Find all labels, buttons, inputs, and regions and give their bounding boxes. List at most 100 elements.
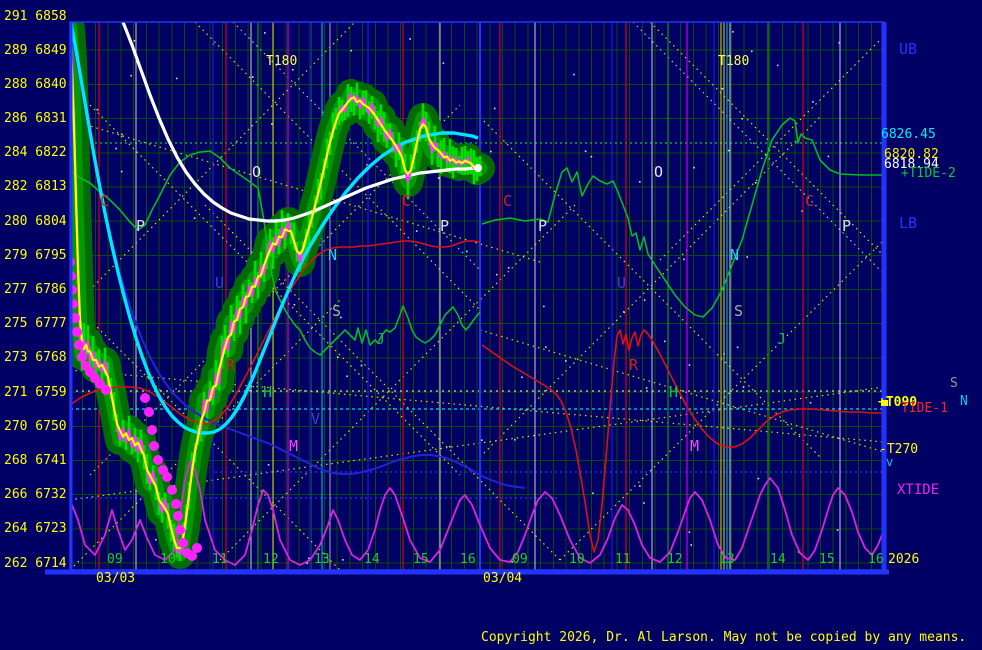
star-dot [96, 108, 99, 111]
chart-letter-C: C [805, 192, 814, 210]
star-dot [264, 32, 266, 34]
signal-dot [153, 455, 163, 465]
x-axis-hour-label: 11 [615, 552, 631, 567]
x-axis-hour-label: 12 [263, 552, 279, 567]
chart-letter-M: M [289, 437, 298, 455]
series-green-tide-day2 [481, 117, 884, 318]
star-dot [282, 60, 284, 63]
chart-letter-O: O [252, 163, 261, 181]
right-scale-label: LB [899, 214, 918, 232]
star-dot [836, 529, 839, 531]
signal-dot [192, 543, 202, 553]
x-axis-hour-label: 16 [868, 552, 884, 567]
right-scale-label: 2026 [888, 552, 920, 567]
right-scale-label: S [950, 376, 958, 391]
signal-dot [175, 525, 185, 535]
star-dot [193, 217, 196, 219]
star-dot [267, 464, 270, 466]
star-dot [663, 340, 666, 343]
x-axis-hour-label: 10 [160, 552, 176, 567]
star-dot [812, 101, 814, 103]
star-dot [693, 166, 695, 169]
star-dot [409, 38, 411, 40]
star-dot [511, 560, 513, 563]
right-scale-label: +TIDE-2 [901, 166, 956, 181]
right-scale-label: UB [899, 40, 918, 58]
right-scale-label: TIDE-1 [901, 401, 948, 416]
signal-dot [149, 441, 159, 451]
y-axis-label: 289 6849 [4, 43, 67, 58]
y-axis-label: 275 6777 [4, 316, 67, 331]
series-xtide-osc [70, 461, 884, 566]
star-dot [251, 76, 254, 78]
star-dot [449, 445, 451, 448]
chart-letter-P: P [136, 217, 145, 235]
y-axis-label: 280 6804 [4, 214, 67, 229]
star-dot [757, 477, 760, 480]
right-scale-label: 6820.82 [884, 147, 939, 162]
star-dot [732, 31, 734, 33]
star-dot [801, 210, 803, 212]
star-dot [643, 299, 646, 301]
star-dot [493, 107, 496, 110]
star-dot [350, 49, 352, 52]
star-dot [683, 258, 685, 261]
star-dot [480, 439, 483, 441]
star-dot [306, 562, 309, 565]
star-dot [809, 401, 812, 404]
star-dot [292, 68, 294, 71]
y-axis-label: 268 6741 [4, 453, 67, 468]
y-axis-label: 270 6750 [4, 419, 67, 434]
price-close-line [70, 27, 481, 556]
x-axis-hour-label: 12 [667, 552, 683, 567]
star-dot [543, 305, 545, 308]
chart-letter-C: C [503, 192, 512, 210]
star-dot [346, 375, 348, 378]
star-dot [688, 531, 691, 533]
series-blue-ma [70, 24, 526, 489]
star-dot [514, 438, 516, 441]
star-dot [130, 74, 132, 77]
right-scale-label: 6826.45 [881, 127, 936, 142]
y-axis-label: 286 6831 [4, 111, 67, 126]
chart-letter-J: J [376, 330, 385, 348]
signal-dot [140, 393, 150, 403]
y-axis-label: 271 6759 [4, 385, 67, 400]
star-dot [584, 150, 587, 152]
x-axis-hour-label: 16 [460, 552, 476, 567]
chart-letter-R: R [226, 356, 236, 374]
x-axis-hour-label: 09 [512, 552, 528, 567]
star-dot [521, 376, 523, 379]
x-axis-hour-label: 09 [107, 552, 123, 567]
signal-dot [72, 327, 82, 337]
right-scale-label: 6818.94 [884, 157, 939, 172]
trend-diagonal [232, 22, 481, 271]
signal-dot [171, 499, 181, 509]
date-label-day2: 03/04 [483, 571, 523, 586]
x-axis-hour-label: 14 [770, 552, 786, 567]
star-dot [415, 230, 418, 232]
star-dot [727, 149, 730, 152]
star-dot [643, 502, 645, 504]
chart-letter-H: H [669, 383, 678, 401]
star-dot [721, 87, 724, 90]
y-axis-label: 288 6840 [4, 77, 67, 92]
series-red-tide-day2 [481, 329, 884, 553]
star-dot [746, 256, 749, 258]
signal-dot [147, 425, 157, 435]
star-dot [115, 147, 117, 150]
last-price-marker [474, 164, 482, 172]
chart-letter-S: S [734, 302, 743, 320]
star-dot [308, 557, 310, 560]
star-dot [827, 155, 830, 158]
x-axis-hour-label: 15 [413, 552, 429, 567]
signal-dot [144, 407, 154, 417]
star-dot [133, 39, 136, 42]
y-axis-label: 282 6813 [4, 179, 67, 194]
star-dot [175, 77, 178, 80]
chart-letter-C: C [100, 192, 109, 210]
star-dot [690, 544, 693, 546]
